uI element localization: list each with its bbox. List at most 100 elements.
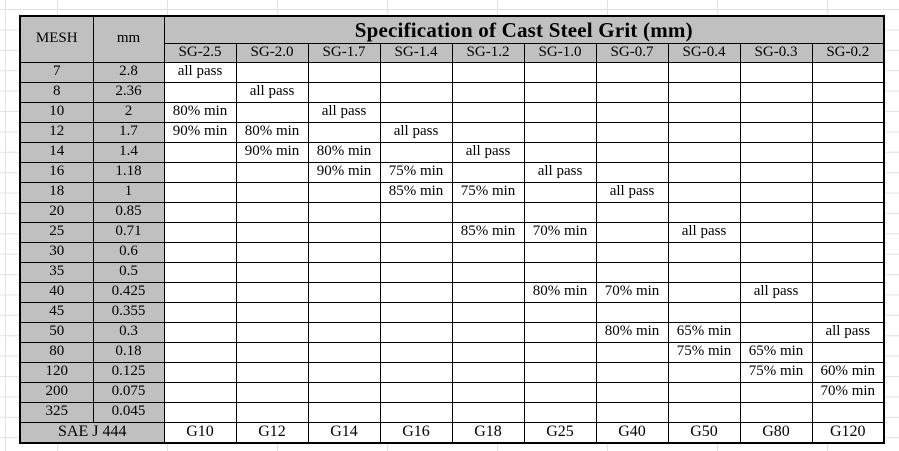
- spec-cell: [523, 201, 597, 223]
- spec-cell: [523, 301, 597, 323]
- spec-cell: [235, 261, 309, 283]
- mesh-value-cell: 16: [19, 161, 94, 183]
- spec-cell: [811, 341, 885, 363]
- mesh-row: 16 1.18 90% min 75% min all pass: [19, 161, 885, 183]
- sae-grade-cell: G10: [163, 421, 237, 444]
- mesh-row: 120 0.125 75% min 60% min: [19, 361, 885, 383]
- mesh-row: 18 1 85% min 75% min all pass: [19, 181, 885, 203]
- spec-cell: 90% min: [235, 141, 309, 163]
- spec-cell: 80% min: [163, 101, 237, 123]
- spec-cell: [667, 361, 741, 383]
- spec-cell: [307, 401, 381, 423]
- spec-cell: [379, 321, 453, 343]
- spec-cell: [595, 121, 669, 143]
- spec-cell: [739, 401, 813, 423]
- spec-cell: [523, 81, 597, 103]
- mm-value-cell: 0.6: [92, 241, 165, 263]
- spec-cell: [307, 221, 381, 243]
- spec-cell: [523, 141, 597, 163]
- mm-value-cell: 1.18: [92, 161, 165, 183]
- sg-column-header: SG-0.7: [595, 42, 669, 63]
- mesh-column-header: MESH: [19, 15, 94, 63]
- spec-cell: 80% min: [307, 141, 381, 163]
- spec-cell: [667, 81, 741, 103]
- spec-cell: [379, 221, 453, 243]
- spec-cell: [235, 221, 309, 243]
- spec-cell: [235, 341, 309, 363]
- mm-value-cell: 0.075: [92, 381, 165, 403]
- sg-column-header: SG-1.0: [523, 42, 597, 63]
- spec-cell: [523, 321, 597, 343]
- spec-cell: [811, 181, 885, 203]
- spec-cell: [451, 121, 525, 143]
- mm-value-cell: 1: [92, 181, 165, 203]
- sg-column-header: SG-2.0: [235, 42, 309, 63]
- spec-cell: [595, 401, 669, 423]
- mesh-value-cell: 10: [19, 101, 94, 123]
- spec-cell: 65% min: [739, 341, 813, 363]
- spec-cell: [739, 121, 813, 143]
- spec-cell: [811, 241, 885, 263]
- spec-cell: [739, 81, 813, 103]
- spec-cell: [451, 341, 525, 363]
- spec-cell: [595, 201, 669, 223]
- spec-cell: 80% min: [235, 121, 309, 143]
- sae-grade-cell: G18: [451, 421, 525, 444]
- spec-cell: all pass: [667, 221, 741, 243]
- spec-cell: [811, 61, 885, 83]
- spec-cell: [595, 61, 669, 83]
- spec-cell: [523, 241, 597, 263]
- spec-cell: 90% min: [163, 121, 237, 143]
- spec-cell: all pass: [379, 121, 453, 143]
- spec-cell: [307, 121, 381, 143]
- spec-cell: all pass: [235, 81, 309, 103]
- spec-cell: [523, 261, 597, 283]
- mesh-row: 200 0.075 70% min: [19, 381, 885, 403]
- spec-cell: [451, 241, 525, 263]
- spec-cell: [523, 181, 597, 203]
- mm-value-cell: 2: [92, 101, 165, 123]
- mm-value-cell: 1.7: [92, 121, 165, 143]
- sae-grade-cell: G80: [739, 421, 813, 444]
- mm-value-cell: 0.18: [92, 341, 165, 363]
- spec-cell: 85% min: [379, 181, 453, 203]
- mm-value-cell: 2.36: [92, 81, 165, 103]
- spec-cell: [379, 401, 453, 423]
- spec-cell: [379, 301, 453, 323]
- sae-grade-cell: G40: [595, 421, 669, 444]
- spec-cell: [307, 381, 381, 403]
- spec-cell: [523, 361, 597, 383]
- spec-cell: [307, 61, 381, 83]
- spec-cell: [163, 161, 237, 183]
- spec-cell: [163, 81, 237, 103]
- spec-cell: [163, 141, 237, 163]
- spec-cell: [379, 341, 453, 363]
- spec-cell: [235, 101, 309, 123]
- mm-value-cell: 0.85: [92, 201, 165, 223]
- spec-cell: [235, 361, 309, 383]
- spec-cell: [595, 101, 669, 123]
- mm-column-header: mm: [92, 15, 165, 63]
- mesh-value-cell: 40: [19, 281, 94, 303]
- spec-cell: [667, 161, 741, 183]
- spec-cell: [667, 101, 741, 123]
- mesh-value-cell: 18: [19, 181, 94, 203]
- spec-cell: all pass: [523, 161, 597, 183]
- spec-cell: [379, 281, 453, 303]
- spec-cell: [235, 281, 309, 303]
- spec-cell: [523, 121, 597, 143]
- spec-cell: [595, 261, 669, 283]
- spec-cell: [307, 181, 381, 203]
- spec-cell: [811, 261, 885, 283]
- spec-cell: [451, 161, 525, 183]
- spec-cell: [163, 301, 237, 323]
- mesh-row: 35 0.5: [19, 261, 885, 283]
- spec-cell: [667, 301, 741, 323]
- mm-value-cell: 0.3: [92, 321, 165, 343]
- spec-cell: [667, 201, 741, 223]
- spec-cell: [307, 301, 381, 323]
- spec-cell: [667, 401, 741, 423]
- spec-cell: all pass: [739, 281, 813, 303]
- spec-cell: all pass: [595, 181, 669, 203]
- spec-cell: [739, 321, 813, 343]
